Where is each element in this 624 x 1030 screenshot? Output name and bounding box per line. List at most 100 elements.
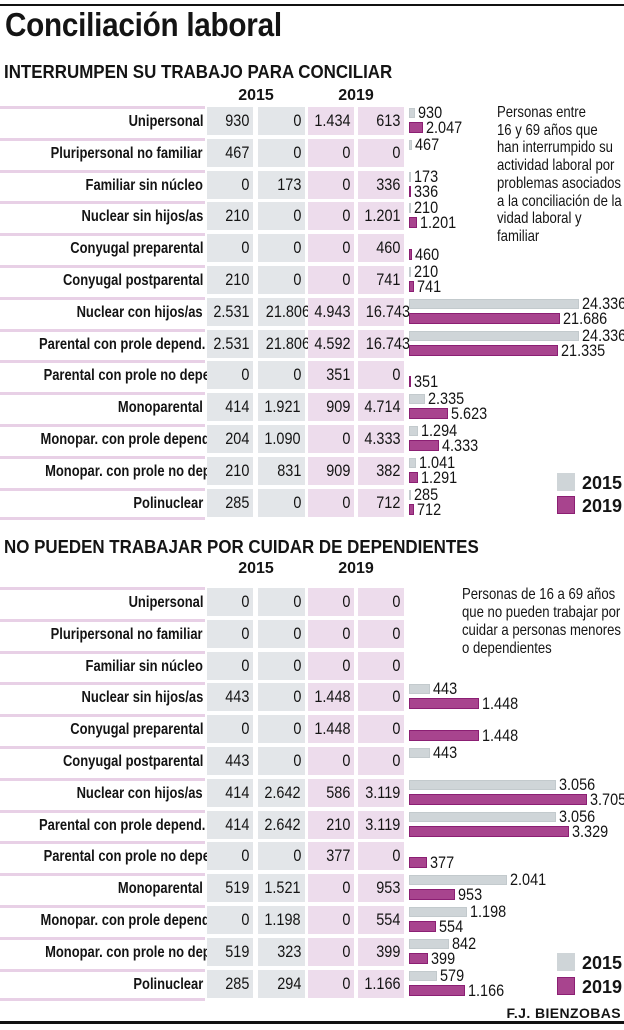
bar-label-2019: 336 xyxy=(414,181,439,201)
row-label-text: Polinuclear xyxy=(133,494,203,512)
legend-label-2015: 2015 xyxy=(582,953,623,973)
cell-value: 0 xyxy=(341,878,350,898)
table-row: Familiar sin núcleo 0 173 0 336 173 336 xyxy=(0,168,624,202)
cell-value: 443 xyxy=(224,687,249,707)
table-row: Unipersonal 0 0 0 0 xyxy=(0,587,624,619)
page-title: Conciliación laboral xyxy=(5,6,282,43)
bar-2019 xyxy=(409,921,436,932)
cell-2015-a: 210 xyxy=(207,456,253,485)
bar-2019 xyxy=(409,952,429,964)
bar-label-2015: 1.041 xyxy=(419,452,456,472)
cell-2019-b: 0 xyxy=(358,683,404,712)
cell-2015-a: 0 xyxy=(207,715,253,744)
cell-2019-b: 554 xyxy=(358,906,404,934)
year-header-2015: 2015 xyxy=(238,560,274,577)
cell-value: 210 xyxy=(224,270,249,289)
cell-2019-b: 1.166 xyxy=(358,969,404,998)
bar-label-2019: 377 xyxy=(430,853,455,873)
cell-value: 0 xyxy=(391,142,400,162)
cell-2019-a: 0 xyxy=(308,651,354,680)
cell-2015-b: 21.806 xyxy=(258,297,310,326)
row-divider xyxy=(0,137,205,141)
row-label: Conyugal preparental xyxy=(0,716,203,744)
table-row: Monoparental 519 1.521 0 953 2.041 953 xyxy=(0,871,624,905)
cell-value: 613 xyxy=(375,111,400,130)
year-header-2015: 2015 xyxy=(238,87,274,104)
cell-2015-b: 2.642 xyxy=(258,778,305,807)
cell-2019-a: 586 xyxy=(308,778,354,807)
cell-2019-a: 1.448 xyxy=(308,715,354,744)
row-divider xyxy=(0,777,205,781)
cell-value: 414 xyxy=(224,814,249,834)
row-divider xyxy=(0,455,205,459)
bar-2019 xyxy=(409,408,449,420)
cell-value: 0 xyxy=(240,910,249,929)
cell-value: 0 xyxy=(292,687,301,707)
row-label-text: Monopar. con prole no depend. xyxy=(45,943,238,961)
cell-value: 741 xyxy=(375,270,400,289)
cell-2019-b: 0 xyxy=(358,747,404,775)
row-divider xyxy=(0,936,205,940)
cell-2019-b: 336 xyxy=(358,170,404,199)
row-divider xyxy=(0,587,205,590)
cell-value: 0 xyxy=(240,365,249,385)
cell-value: 204 xyxy=(224,429,249,448)
bar-label-2019: 741 xyxy=(417,277,442,296)
table-row: Monopar. con prole depend. 0 1.198 0 554 1.19… xyxy=(0,903,624,937)
cell-2015-a: 0 xyxy=(207,234,253,263)
cell-2015-a: 467 xyxy=(207,138,253,167)
bar-label-2019: 1.448 xyxy=(481,694,518,714)
cell-2019-a: 0 xyxy=(308,906,354,934)
cell-2019-b: 16.743 xyxy=(358,297,410,326)
cell-value: 0 xyxy=(341,941,350,961)
cell-value: 210 xyxy=(224,460,249,480)
cell-2015-a: 210 xyxy=(207,202,253,231)
bar-2015 xyxy=(409,139,413,150)
cell-value: 0 xyxy=(341,174,350,194)
row-label-text: Parental con prole no depend. xyxy=(43,367,230,385)
table-row: Nuclear con hijos/as 2.531 21.806 4.943 16.7… xyxy=(0,295,624,329)
bar-label-2015: 3.056 xyxy=(558,806,595,826)
cell-value: 0 xyxy=(292,365,301,385)
cell-2019-a: 0 xyxy=(308,266,354,294)
legend-label-2019: 2019 xyxy=(582,496,623,516)
cell-2015-b: 0 xyxy=(258,234,305,263)
cell-2019-b: 741 xyxy=(358,266,404,294)
row-divider xyxy=(0,517,205,521)
row-label-text: Unipersonal xyxy=(128,113,203,130)
row-label: Nuclear sin hijos/as xyxy=(0,203,203,231)
cell-2015-a: 443 xyxy=(207,683,253,712)
cell-value: 0 xyxy=(341,142,350,162)
row-divider xyxy=(0,106,205,109)
table-row: Parental con prole depend. 414 2.642 210 3.1… xyxy=(0,806,624,842)
cell-value: 0 xyxy=(341,238,350,258)
row-divider xyxy=(0,809,205,813)
cell-2019-b: 16.743 xyxy=(358,329,410,358)
top-rule xyxy=(0,4,624,6)
bar-label-2019: 21.335 xyxy=(561,340,606,360)
bar-2015 xyxy=(409,970,437,981)
bar-label-2015: 24.336 xyxy=(581,325,624,345)
cell-value: 0 xyxy=(292,623,301,643)
cell-2015-b: 0 xyxy=(258,715,305,744)
row-label: Nuclear sin hijos/as xyxy=(0,684,203,712)
bar-2015 xyxy=(409,394,426,405)
row-label-text: Conyugal preparental xyxy=(69,240,203,258)
row-divider xyxy=(0,265,205,268)
note-line: vidad laboral y xyxy=(497,210,582,228)
cell-2015-b: 0 xyxy=(258,202,305,231)
cell-value: 0 xyxy=(341,270,350,289)
cell-value: 0 xyxy=(292,206,301,226)
row-label-text: Parental con prole depend. xyxy=(39,335,206,353)
row-label-text: Conyugal postparental xyxy=(62,272,203,289)
row-label-text: Pluripersonal no familiar xyxy=(51,144,203,162)
cell-2019-a: 0 xyxy=(308,425,354,453)
cell-value: 2.531 xyxy=(213,333,250,353)
cell-value: 382 xyxy=(375,460,400,480)
cell-2019-b: 1.201 xyxy=(358,202,404,231)
cell-2015-b: 323 xyxy=(258,937,305,966)
cell-value: 336 xyxy=(375,174,400,194)
table-row: Nuclear sin hijos/as 210 0 0 1.201 210 1.201 xyxy=(0,199,624,233)
section-title-interrupt: INTERRUMPEN SU TRABAJO PARA CONCILIAR xyxy=(4,62,393,82)
bar-2015 xyxy=(409,330,579,341)
